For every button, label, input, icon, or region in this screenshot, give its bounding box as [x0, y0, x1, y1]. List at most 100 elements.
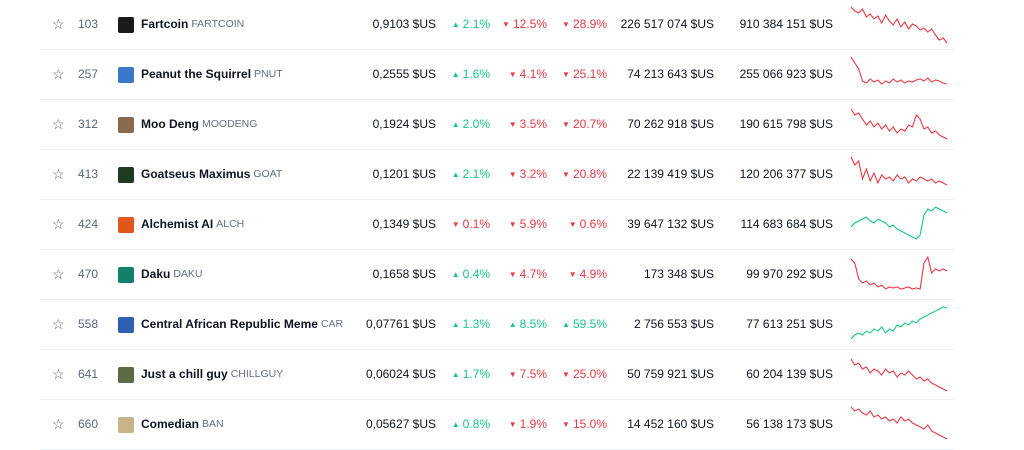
coin-name[interactable]: Fartcoin [141, 17, 189, 31]
sparkline-7d [850, 400, 950, 449]
rank-number: 558 [78, 317, 99, 331]
change-1h: ▲ 0.8% [452, 400, 490, 449]
sparkline-line [850, 358, 948, 392]
star-outline-icon[interactable]: ☆ [52, 366, 65, 382]
table-row[interactable]: ☆ 660 Comedian BAN 0,05627 $US ▲ 0.8% ▼ 1.9% ▼ 15.… [40, 400, 954, 450]
coin-symbol: FARTCOIN [191, 18, 245, 30]
change-7d: ▲ 59.5% [562, 300, 607, 349]
sparkline-chart [850, 56, 948, 85]
change-1h: ▲ 2.0% [452, 100, 490, 149]
coin-name-cell[interactable]: Moo Deng MOODENG [118, 100, 358, 149]
change-24h: ▼ 12.5% [502, 0, 547, 49]
table-row[interactable]: ☆ 424 Alchemist AI ALCH 0,1349 $US ▼ 0.1% ▼ 5.9%… [40, 200, 954, 250]
coin-name[interactable]: Alchemist AI [141, 217, 214, 231]
price-value: 0,1924 $US [372, 117, 436, 131]
price-value: 0,07761 $US [365, 317, 436, 331]
change-24h: ▼ 1.9% [509, 400, 547, 449]
change-24h: ▲ 8.5% [509, 300, 547, 349]
caret-down-icon: ▼ [508, 420, 517, 429]
market-cap-value: 56 138 173 $US [746, 417, 833, 431]
coin-logo [118, 366, 134, 383]
market-cap-value: 60 204 139 $US [746, 367, 833, 381]
change-24h: ▼ 3.5% [509, 100, 547, 149]
coin-name-cell[interactable]: Comedian BAN [118, 400, 358, 449]
change-1h: ▲ 2.1% [452, 150, 490, 199]
price-value: 0,1201 $US [372, 167, 436, 181]
change-7d-value: 25.1% [572, 67, 607, 81]
price-value: 0,06024 $US [365, 367, 436, 381]
change-7d-value: 28.9% [572, 17, 607, 31]
change-24h-value: 4.7% [519, 267, 547, 281]
change-1h-value: 2.1% [462, 167, 490, 181]
table-row[interactable]: ☆ 257 Peanut the Squirrel PNUT 0,2555 $US ▲ 1.… [40, 50, 954, 100]
star-outline-icon[interactable]: ☆ [52, 416, 65, 432]
coin-name[interactable]: Goatseus Maximus [141, 167, 251, 181]
caret-up-icon: ▲ [451, 370, 460, 379]
rank-number: 257 [78, 67, 99, 81]
coin-name-cell[interactable]: Daku DAKU [118, 250, 358, 299]
coin-logo [118, 116, 134, 133]
coin-symbol: GOAT [253, 168, 283, 180]
coin-name[interactable]: Moo Deng [141, 117, 199, 131]
star-outline-icon[interactable]: ☆ [52, 216, 65, 232]
sparkline-line [850, 206, 948, 240]
change-24h-value: 7.5% [519, 367, 547, 381]
market-cap-value: 910 384 151 $US [739, 17, 833, 31]
coin-name[interactable]: Daku [141, 267, 171, 281]
change-7d-value: 20.8% [572, 167, 607, 181]
table-row[interactable]: ☆ 103 Fartcoin FARTCOIN 0,9103 $US ▲ 2.1% ▼ 12.5… [40, 0, 954, 50]
market-cap-value: 99 970 292 $US [746, 267, 833, 281]
table-row[interactable]: ☆ 413 Goatseus Maximus GOAT 0,1201 $US ▲ 2.1% ▼… [40, 150, 954, 200]
change-24h: ▼ 7.5% [509, 350, 547, 399]
caret-up-icon: ▲ [451, 270, 460, 279]
change-7d: ▼ 20.8% [562, 150, 607, 199]
sparkline-line [850, 56, 948, 85]
coin-name-cell[interactable]: Just a chill guy CHILLGUY [118, 350, 358, 399]
star-outline-icon[interactable]: ☆ [52, 266, 65, 282]
change-7d: ▼ 0.6% [569, 200, 607, 249]
change-1h: ▲ 0.4% [452, 250, 490, 299]
change-7d: ▼ 15.0% [562, 400, 607, 449]
market-cap-value: 255 066 923 $US [739, 67, 833, 81]
change-7d-value: 4.9% [579, 267, 607, 281]
change-1h-value: 1.3% [462, 317, 490, 331]
volume-value: 22 139 419 $US [627, 167, 714, 181]
coin-name-cell[interactable]: Goatseus Maximus GOAT [118, 150, 358, 199]
price-value: 0,05627 $US [365, 417, 436, 431]
star-outline-icon[interactable]: ☆ [52, 316, 65, 332]
table-row[interactable]: ☆ 312 Moo Deng MOODENG 0,1924 $US ▲ 2.0% ▼ 3.5% ▼… [40, 100, 954, 150]
coin-name[interactable]: Central African Republic Meme [141, 317, 318, 331]
coin-logo [118, 16, 134, 33]
change-24h-value: 5.9% [519, 217, 547, 231]
volume-value: 226 517 074 $US [620, 17, 714, 31]
change-24h: ▼ 4.7% [509, 250, 547, 299]
coin-name[interactable]: Peanut the Squirrel [141, 67, 252, 81]
caret-up-icon: ▲ [451, 420, 460, 429]
change-24h-value: 4.1% [519, 67, 547, 81]
change-7d: ▼ 25.1% [562, 50, 607, 99]
table-row[interactable]: ☆ 558 Central African Republic Meme CAR 0,07… [40, 300, 954, 350]
star-outline-icon[interactable]: ☆ [52, 166, 65, 182]
coin-name-cell[interactable]: Alchemist AI ALCH [118, 200, 358, 249]
caret-down-icon: ▼ [508, 170, 517, 179]
change-1h: ▲ 1.7% [452, 350, 490, 399]
coin-name[interactable]: Comedian [141, 417, 200, 431]
star-outline-icon[interactable]: ☆ [52, 66, 65, 82]
change-7d: ▼ 25.0% [562, 350, 607, 399]
coin-name-cell[interactable]: Central African Republic Meme CAR [118, 300, 358, 349]
volume-value: 14 452 160 $US [627, 417, 714, 431]
sparkline-7d [850, 100, 950, 149]
star-outline-icon[interactable]: ☆ [52, 116, 65, 132]
table-row[interactable]: ☆ 641 Just a chill guy CHILLGUY 0,06024 $US ▲… [40, 350, 954, 400]
change-24h-value: 12.5% [512, 17, 547, 31]
rank-number: 641 [78, 367, 99, 381]
coin-name-cell[interactable]: Peanut the Squirrel PNUT [118, 50, 358, 99]
caret-down-icon: ▼ [562, 170, 570, 179]
coin-name[interactable]: Just a chill guy [141, 367, 228, 381]
change-1h-value: 1.7% [462, 367, 490, 381]
table-row[interactable]: ☆ 470 Daku DAKU 0,1658 $US ▲ 0.4% ▼ 4.7% ▼ 4.9% 173… [40, 250, 954, 300]
rank-number: 470 [78, 267, 99, 281]
change-7d: ▼ 20.7% [562, 100, 607, 149]
coin-name-cell[interactable]: Fartcoin FARTCOIN [118, 0, 358, 49]
star-outline-icon[interactable]: ☆ [52, 16, 65, 32]
